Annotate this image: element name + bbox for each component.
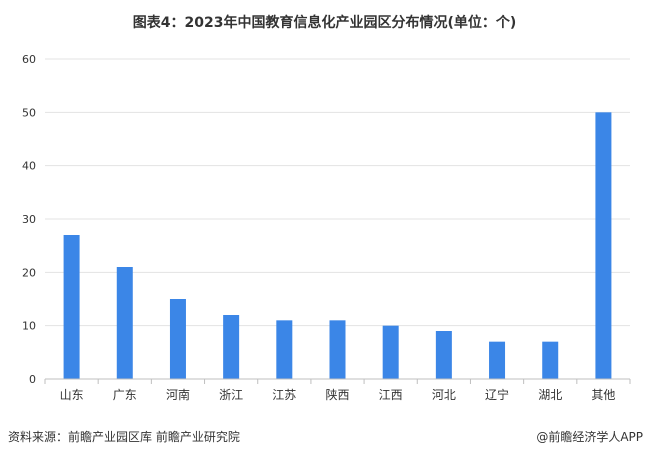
y-axis-ticks: 0 10 20 30 40 50 60 <box>22 53 36 386</box>
bar <box>329 320 346 379</box>
bar <box>382 325 399 379</box>
bar <box>542 341 559 379</box>
bars <box>63 112 612 379</box>
bar <box>223 315 240 379</box>
source-note: 资料来源：前瞻产业园区库 前瞻产业研究院 <box>8 430 240 444</box>
category-label: 陕西 <box>325 387 349 402</box>
category-label: 湖北 <box>538 387 562 402</box>
category-labels: 山东 广东 河南 浙江 江苏 陕西 江西 河北 辽宁 湖北 其他 <box>60 387 616 402</box>
category-label: 广东 <box>113 388 137 402</box>
x-axis-ticks <box>44 379 631 384</box>
bar <box>595 112 612 379</box>
y-tick-label: 60 <box>22 53 36 66</box>
category-label: 其他 <box>591 388 615 402</box>
category-label: 辽宁 <box>485 387 509 402</box>
category-label: 江苏 <box>272 388 296 402</box>
y-tick-label: 0 <box>29 373 36 386</box>
bar <box>435 331 452 379</box>
chart-title: 图表4：2023年中国教育信息化产业园区分布情况(单位：个) <box>132 15 517 31</box>
category-label: 河北 <box>432 388 456 402</box>
category-label: 山东 <box>60 388 84 402</box>
y-tick-label: 10 <box>22 320 36 333</box>
bar <box>169 299 186 379</box>
y-tick-label: 30 <box>22 213 36 226</box>
bar <box>63 235 80 379</box>
bar <box>116 267 133 379</box>
category-label: 浙江 <box>219 388 243 402</box>
y-tick-label: 20 <box>22 266 36 279</box>
bar <box>489 341 506 379</box>
category-label: 河南 <box>166 387 190 402</box>
y-tick-label: 50 <box>22 106 36 119</box>
bar <box>276 320 293 379</box>
y-tick-label: 40 <box>22 160 36 173</box>
brand-credit: @前瞻经济学人APP <box>536 430 643 444</box>
category-label: 江西 <box>379 388 403 402</box>
